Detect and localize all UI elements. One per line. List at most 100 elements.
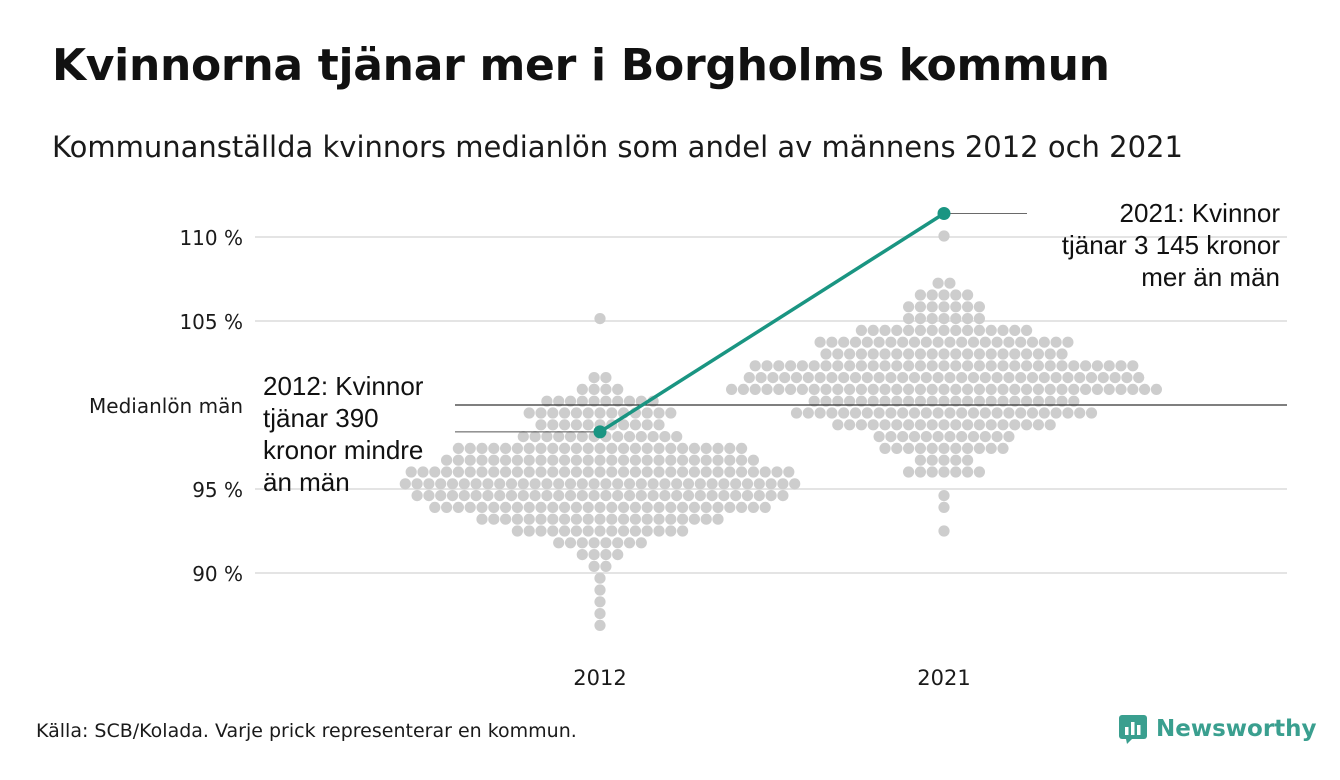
municipality-dot xyxy=(1056,395,1068,407)
municipality-dot xyxy=(1032,360,1044,372)
municipality-dot xyxy=(867,383,879,395)
municipality-dot xyxy=(973,324,986,336)
municipality-dot xyxy=(747,501,760,513)
municipality-dot xyxy=(547,442,559,454)
municipality-dot xyxy=(547,407,559,419)
municipality-dot xyxy=(814,407,826,419)
municipality-dot xyxy=(570,466,583,478)
municipality-dot xyxy=(1003,407,1015,419)
municipality-dot xyxy=(855,348,868,360)
municipality-dot xyxy=(1009,348,1021,360)
municipality-dot xyxy=(973,348,986,360)
municipality-dot xyxy=(564,395,577,407)
municipality-dot xyxy=(914,395,927,407)
municipality-dot xyxy=(618,501,630,513)
municipality-dot xyxy=(777,478,789,490)
municipality-dot xyxy=(535,525,547,537)
municipality-dot xyxy=(641,407,653,419)
municipality-dot xyxy=(773,383,785,395)
municipality-dot xyxy=(482,490,494,502)
municipality-dot xyxy=(849,372,862,384)
municipality-dot xyxy=(505,490,518,502)
municipality-dot xyxy=(736,501,748,513)
municipality-dot xyxy=(944,372,956,384)
municipality-dot xyxy=(1009,395,1021,407)
municipality-dot xyxy=(659,490,671,502)
municipality-dot xyxy=(647,478,659,490)
municipality-dot xyxy=(908,431,921,443)
municipality-dot xyxy=(594,619,606,632)
municipality-dot xyxy=(511,525,523,537)
municipality-dot xyxy=(736,466,748,478)
municipality-dot xyxy=(594,442,606,454)
municipality-dot xyxy=(873,407,885,419)
municipality-dot xyxy=(405,466,417,478)
municipality-dot xyxy=(1044,419,1056,431)
municipality-dot xyxy=(559,525,571,537)
municipality-dot xyxy=(747,466,760,478)
municipality-dot xyxy=(1056,348,1068,360)
municipality-dot xyxy=(932,336,944,348)
municipality-dot xyxy=(570,454,583,466)
municipality-dot xyxy=(926,301,938,313)
municipality-dot xyxy=(1068,383,1080,395)
municipality-dot xyxy=(671,478,683,490)
municipality-dot xyxy=(629,419,642,431)
municipality-dot xyxy=(623,537,636,549)
municipality-dot xyxy=(535,513,547,525)
municipality-dot xyxy=(914,301,927,313)
municipality-dot xyxy=(641,525,653,537)
municipality-dot xyxy=(914,454,927,466)
municipality-dot xyxy=(576,549,588,561)
municipality-dot xyxy=(677,513,689,525)
municipality-dot xyxy=(529,490,541,502)
municipality-dot xyxy=(1021,395,1033,407)
municipality-dot xyxy=(973,313,986,325)
municipality-dot xyxy=(849,407,862,419)
municipality-dot xyxy=(1044,395,1056,407)
municipality-dot xyxy=(564,537,577,549)
municipality-dot xyxy=(903,360,915,372)
y-tick-label: 105 % xyxy=(179,310,243,334)
municipality-dot xyxy=(618,466,630,478)
municipality-dot xyxy=(785,383,797,395)
municipality-dot xyxy=(962,324,974,336)
municipality-dot xyxy=(832,383,844,395)
municipality-dot xyxy=(612,537,624,549)
municipality-dot xyxy=(897,407,909,419)
municipality-dot xyxy=(641,419,653,431)
municipality-dot xyxy=(950,324,962,336)
municipality-dot xyxy=(665,525,677,537)
municipality-dot xyxy=(1062,372,1074,384)
municipality-dot xyxy=(985,348,997,360)
municipality-dot xyxy=(623,431,636,443)
municipality-dot xyxy=(399,478,411,490)
municipality-dot xyxy=(529,431,541,443)
brand-logo: Newsworthy xyxy=(1118,714,1317,744)
municipality-dot xyxy=(1038,407,1050,419)
municipality-dot xyxy=(967,372,980,384)
municipality-dot xyxy=(1032,395,1044,407)
municipality-dot xyxy=(962,348,974,360)
municipality-dot xyxy=(979,336,991,348)
municipality-dot xyxy=(659,478,671,490)
municipality-dot xyxy=(606,454,618,466)
municipality-dot xyxy=(712,442,724,454)
y-tick-label: 95 % xyxy=(192,478,243,502)
municipality-dot xyxy=(682,478,695,490)
municipality-dot xyxy=(559,407,571,419)
highlight-group xyxy=(455,206,1027,439)
municipality-dot xyxy=(1021,383,1033,395)
municipality-dot xyxy=(855,395,868,407)
municipality-dot xyxy=(588,560,600,573)
municipality-dot xyxy=(1038,336,1050,348)
municipality-dot xyxy=(629,513,642,525)
municipality-dot xyxy=(938,454,950,466)
municipality-dot xyxy=(677,525,689,537)
municipality-dot xyxy=(979,407,991,419)
municipality-dot xyxy=(926,348,938,360)
municipality-dot xyxy=(629,501,642,513)
municipality-dot xyxy=(891,395,903,407)
municipality-dot xyxy=(730,490,742,502)
municipality-dot xyxy=(985,360,997,372)
